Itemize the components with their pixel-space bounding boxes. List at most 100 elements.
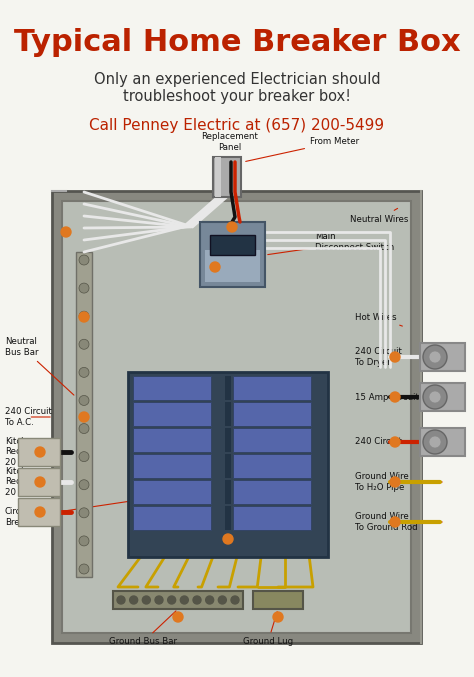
Text: troubleshoot your breaker box!: troubleshoot your breaker box! [123,89,351,104]
Circle shape [79,312,89,322]
Circle shape [219,596,226,604]
Bar [225,402,231,426]
Bar [205,250,260,282]
Circle shape [173,612,183,622]
Text: From Meter: From Meter [246,137,359,161]
Circle shape [423,430,447,454]
Circle shape [79,368,89,377]
Bar [62,201,411,633]
Bar [233,402,311,426]
Circle shape [223,534,233,544]
Circle shape [117,596,125,604]
Text: 15 Amp Circuit: 15 Amp Circuit [355,393,442,401]
Bar [420,428,465,456]
Bar [18,468,60,496]
Circle shape [206,596,214,604]
Circle shape [390,477,400,487]
Bar [233,480,311,504]
Text: Circuit
Breakers: Circuit Breakers [5,498,155,527]
Text: Ground Bus Bar: Ground Bus Bar [109,611,177,647]
Circle shape [79,395,89,406]
Text: Replacement
Panel: Replacement Panel [201,132,258,169]
Bar [52,191,421,643]
Text: Main
Disconnect Switch: Main Disconnect Switch [268,232,394,255]
Bar [215,157,221,197]
Bar [420,383,465,411]
Text: Call Penney Electric at (657) 200-5499: Call Penney Electric at (657) 200-5499 [90,118,384,133]
Bar [133,454,211,478]
Bar [213,157,241,197]
Circle shape [390,392,400,402]
Circle shape [273,612,283,622]
Text: Typical Home Breaker Box: Typical Home Breaker Box [14,28,460,57]
Bar [225,506,231,530]
Circle shape [142,596,150,604]
Circle shape [429,391,441,403]
Circle shape [423,385,447,409]
Circle shape [168,596,176,604]
Text: Kitchen
Receptacle
20 Amp: Kitchen Receptacle 20 Amp [5,467,53,497]
Text: Ground Wire
To H₂O Pipe: Ground Wire To H₂O Pipe [355,473,442,492]
Circle shape [227,222,237,232]
Circle shape [180,596,188,604]
Text: Hot Wires: Hot Wires [355,313,402,326]
Circle shape [210,262,220,272]
Circle shape [79,564,89,574]
Bar [133,402,211,426]
Circle shape [423,345,447,369]
Bar [76,252,92,577]
Circle shape [193,596,201,604]
Circle shape [79,311,89,321]
Circle shape [429,436,441,448]
Bar [133,428,211,452]
Circle shape [79,283,89,293]
Bar [18,438,60,466]
Text: 240 Circuit: 240 Circuit [355,437,442,447]
Bar [133,506,211,530]
Circle shape [79,424,89,433]
Bar [133,376,211,400]
Bar [225,428,231,452]
Circle shape [79,508,89,518]
Bar [225,376,231,400]
Circle shape [390,352,400,362]
Circle shape [79,339,89,349]
Circle shape [429,351,441,363]
Text: Kitchen
Receptacle
20 Amp: Kitchen Receptacle 20 Amp [5,437,53,467]
Circle shape [79,536,89,546]
Text: Ground Wire
To Ground Rod: Ground Wire To Ground Rod [355,512,442,531]
Bar [233,506,311,530]
Circle shape [390,517,400,527]
Bar [133,480,211,504]
Bar [18,498,60,526]
Bar [200,222,265,287]
Bar [210,235,255,255]
Bar [225,480,231,504]
Bar [420,343,465,371]
Circle shape [231,596,239,604]
Bar [113,591,243,609]
Circle shape [79,255,89,265]
Circle shape [130,596,137,604]
Bar [253,591,303,609]
Text: Only an experienced Electrician should: Only an experienced Electrician should [94,72,380,87]
Circle shape [35,447,45,457]
Circle shape [79,452,89,462]
Text: 240 Circuit
To Dryer: 240 Circuit To Dryer [355,347,442,367]
Circle shape [35,507,45,517]
Text: 240 Circuit
To A.C.: 240 Circuit To A.C. [5,408,52,427]
Bar [233,376,311,400]
Text: Neutral
Bus Bar: Neutral Bus Bar [5,337,74,395]
Bar [225,454,231,478]
Circle shape [390,437,400,447]
Bar [233,454,311,478]
Circle shape [79,480,89,489]
Circle shape [79,412,89,422]
Bar [128,372,328,557]
Circle shape [61,227,71,237]
Bar [233,428,311,452]
Circle shape [35,477,45,487]
Circle shape [155,596,163,604]
Text: Neutral Wires: Neutral Wires [350,209,409,223]
Text: Ground Lug: Ground Lug [243,611,293,647]
